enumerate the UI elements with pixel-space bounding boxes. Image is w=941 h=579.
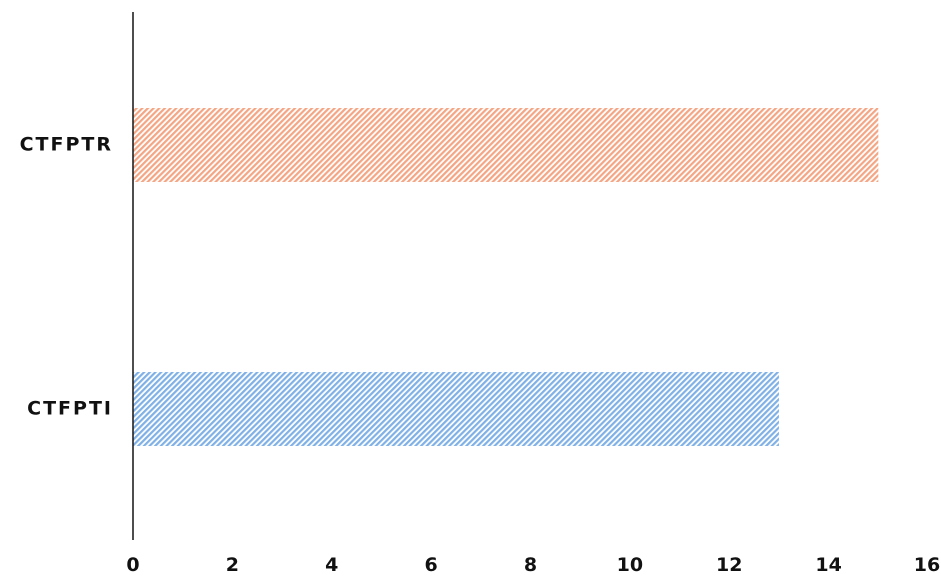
x-tick-label-16: 16 [914,554,940,576]
bars-layer [133,108,879,446]
x-tick-label-4: 4 [325,554,338,576]
category-labels: CTFPTR CTFPTI [20,134,113,420]
x-tick-label-10: 10 [617,554,643,576]
bar-ctfptr [133,108,879,182]
category-label-ctfpti: CTFPTI [27,398,113,420]
x-tick-label-2: 2 [226,554,239,576]
bar-ctfpti [133,372,779,446]
x-tick-label-12: 12 [716,554,742,576]
category-label-ctfptr: CTFPTR [20,134,113,156]
x-tick-label-14: 14 [815,554,841,576]
x-tick-label-6: 6 [425,554,438,576]
x-tick-label-8: 8 [524,554,537,576]
x-tick-label-0: 0 [126,554,139,576]
x-axis-tick-labels: 0 2 4 6 8 10 12 14 16 [126,554,940,576]
